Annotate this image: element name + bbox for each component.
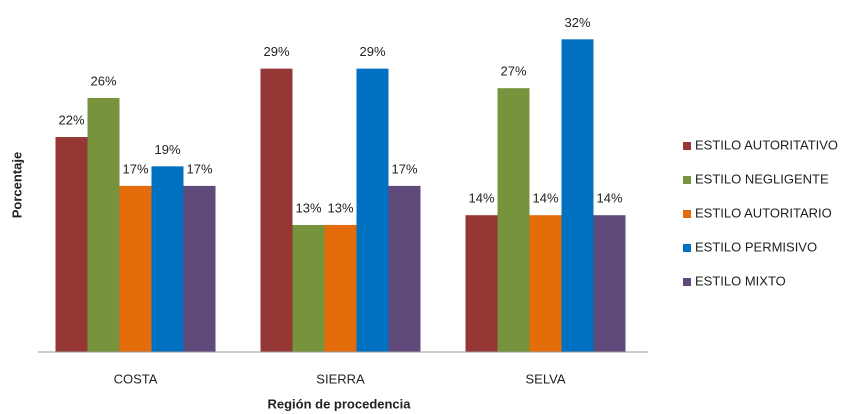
data-label: 14% (596, 191, 622, 206)
data-label: 29% (263, 44, 289, 59)
legend-swatch (683, 278, 691, 286)
data-label: 17% (186, 161, 212, 176)
y-axis-label: Porcentaje (9, 152, 24, 218)
bar (324, 224, 357, 352)
data-label: 29% (359, 44, 385, 59)
x-axis-label: Región de procedencia (267, 396, 411, 411)
data-label: 26% (90, 73, 116, 88)
legend-label: ESTILO PERMISIVO (695, 239, 817, 254)
bar (292, 224, 325, 352)
data-label: 13% (295, 200, 321, 215)
bar (497, 88, 530, 353)
bar (151, 166, 184, 352)
x-tick-label: SIERRA (316, 371, 365, 386)
data-label: 13% (327, 200, 353, 215)
data-label: 14% (532, 191, 558, 206)
data-label: 32% (564, 15, 590, 30)
data-label: 14% (468, 191, 494, 206)
bar (388, 185, 421, 352)
legend-swatch (683, 210, 691, 218)
legend-swatch (683, 142, 691, 150)
bar (593, 215, 626, 352)
data-label: 27% (500, 64, 526, 79)
bar (561, 39, 594, 353)
x-tick-label: COSTA (114, 371, 158, 386)
data-label: 17% (122, 161, 148, 176)
legend-label: ESTILO AUTORITARIO (695, 205, 832, 220)
legend-swatch (683, 244, 691, 252)
bar (119, 185, 152, 352)
legend-label: ESTILO NEGLIGENTE (695, 171, 829, 186)
legend-label: ESTILO MIXTO (695, 273, 786, 288)
data-label: 19% (154, 142, 180, 157)
bar (356, 68, 389, 352)
bar (183, 185, 216, 352)
legend-label: ESTILO AUTORITATIVO (695, 137, 838, 152)
bar (55, 137, 88, 352)
legend-swatch (683, 176, 691, 184)
bar (87, 97, 120, 352)
data-label: 17% (391, 161, 417, 176)
bar (529, 215, 562, 352)
bar (260, 68, 293, 352)
bar (465, 215, 498, 352)
data-label: 22% (58, 112, 84, 127)
x-tick-label: SELVA (526, 371, 566, 386)
